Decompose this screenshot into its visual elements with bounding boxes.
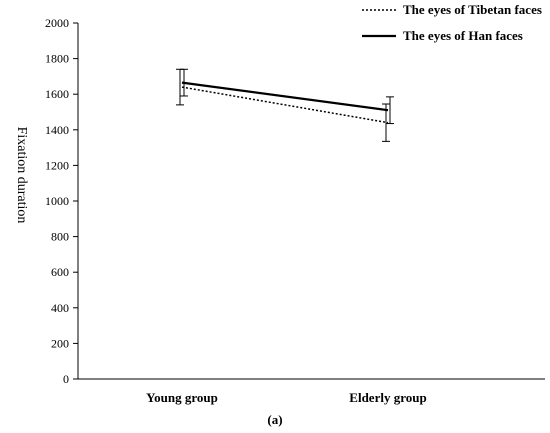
- y-tick-label: 1000: [45, 194, 69, 208]
- y-tick-label: 2000: [45, 16, 69, 30]
- x-category-label: Young group: [146, 390, 218, 405]
- y-tick-label: 600: [51, 265, 69, 279]
- y-tick-label: 1800: [45, 52, 69, 66]
- y-tick-label: 0: [63, 372, 69, 386]
- y-tick-label: 1200: [45, 158, 69, 172]
- error-bar: [386, 96, 394, 125]
- error-bar: [180, 68, 188, 97]
- x-category-label: Elderly group: [349, 390, 426, 405]
- legend-label: The eyes of Tibetan faces: [403, 2, 542, 17]
- legend-item: The eyes of Han faces: [362, 28, 523, 43]
- y-tick-label: 1600: [45, 87, 69, 101]
- series-group: [176, 68, 394, 142]
- y-axis: 0 200 400 600 800 1000 1200 1400 1600 1800 2000: [45, 16, 79, 386]
- x-axis: Young group Elderly group: [78, 378, 545, 405]
- series-line: [181, 81, 389, 112]
- y-tick-label: 200: [51, 336, 69, 350]
- legend-item: The eyes of Tibetan faces: [362, 2, 542, 17]
- y-axis-label: Fixation duration: [14, 127, 29, 224]
- figure-caption: (a): [267, 412, 282, 427]
- series-line: [181, 86, 389, 124]
- y-tick-label: 400: [51, 301, 69, 315]
- y-tick-label: 800: [51, 230, 69, 244]
- legend-label: The eyes of Han faces: [403, 28, 523, 43]
- y-tick-label: 1400: [45, 123, 69, 137]
- legend: The eyes of Tibetan faces The eyes of Han…: [362, 2, 542, 43]
